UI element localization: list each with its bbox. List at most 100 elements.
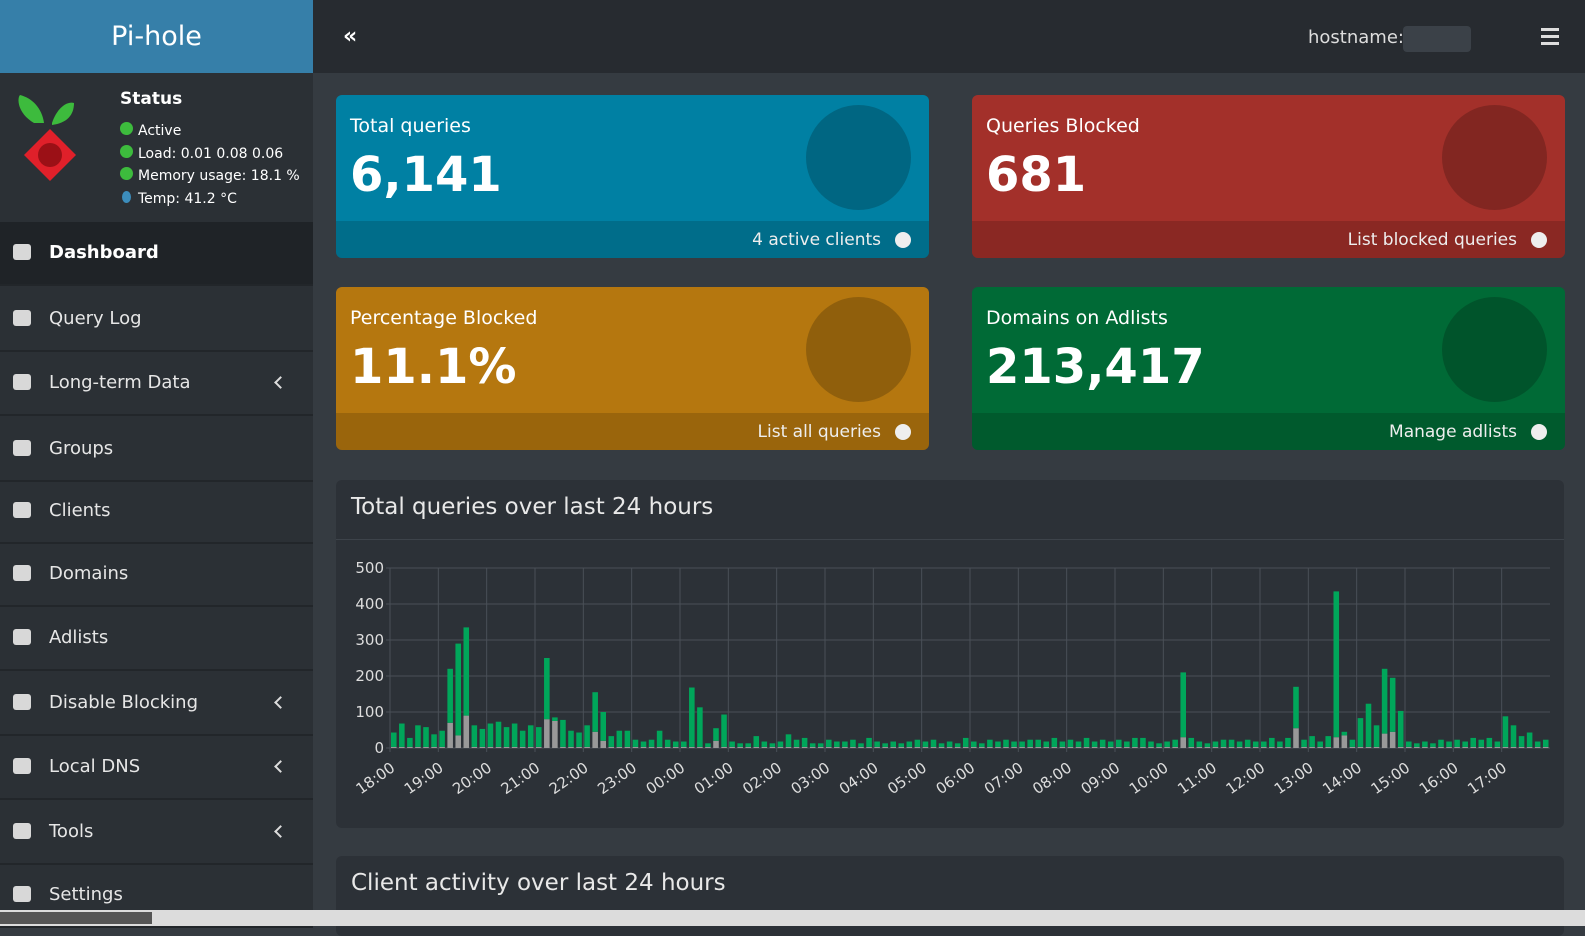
nav-item[interactable]: Groups xyxy=(0,418,313,482)
bar xyxy=(1349,739,1356,747)
bar xyxy=(922,741,929,747)
stat-card: Percentage Blocked 11.1% List all queries xyxy=(336,287,929,450)
status-text: Memory usage: 18.1 % xyxy=(138,168,300,184)
nav-item[interactable]: Disable Blocking xyxy=(0,672,313,736)
status-item: Active xyxy=(120,120,300,143)
nav-item[interactable]: Adlists xyxy=(0,607,313,671)
bar xyxy=(479,728,486,747)
bar xyxy=(971,741,977,747)
x-tick-label: 04:00 xyxy=(836,759,882,799)
bar xyxy=(415,746,421,748)
bar xyxy=(890,746,896,748)
bar xyxy=(1003,739,1009,747)
stat-card: Queries Blocked 681 List blocked queries xyxy=(972,95,1565,258)
bar xyxy=(721,714,727,747)
card-title: Total queries xyxy=(350,115,471,137)
bar xyxy=(705,746,711,748)
nav-item[interactable]: Long-term Data xyxy=(0,352,313,416)
bar xyxy=(882,746,888,748)
card-footer[interactable]: List all queries xyxy=(336,413,929,450)
bar xyxy=(1083,746,1090,748)
x-tick-label: 15:00 xyxy=(1368,759,1414,799)
chevron xyxy=(274,760,287,773)
nav-item[interactable]: Local DNS xyxy=(0,736,313,800)
bar xyxy=(1510,725,1517,747)
bar xyxy=(576,732,582,747)
nav-icon xyxy=(13,502,31,518)
bar xyxy=(640,741,647,747)
bar xyxy=(632,746,639,748)
bar xyxy=(745,746,751,748)
bar xyxy=(1107,741,1114,747)
bar xyxy=(987,746,993,748)
bar xyxy=(1277,746,1283,748)
nav-item[interactable]: Dashboard xyxy=(0,222,313,286)
bar xyxy=(511,723,518,747)
bar xyxy=(447,668,453,723)
bar xyxy=(729,746,735,748)
bar xyxy=(1502,746,1509,748)
bar xyxy=(1107,746,1114,748)
card-link[interactable]: Manage adlists xyxy=(1389,422,1517,442)
bar xyxy=(431,734,437,747)
bar xyxy=(1438,746,1444,748)
bar xyxy=(664,739,671,747)
bar xyxy=(1518,746,1525,748)
stat-card: Total queries 6,141 4 active clients xyxy=(336,95,929,258)
bar xyxy=(1486,746,1493,748)
nav-item[interactable]: Query Log xyxy=(0,288,313,352)
bar xyxy=(761,746,768,748)
card-link[interactable]: 4 active clients xyxy=(752,230,881,250)
bar xyxy=(801,737,808,747)
bar xyxy=(777,746,784,748)
card-link[interactable]: List all queries xyxy=(757,422,881,442)
bar xyxy=(1357,718,1364,747)
bar xyxy=(1228,739,1235,747)
bar xyxy=(1293,728,1299,748)
scroll-thumb[interactable] xyxy=(0,912,152,924)
bar xyxy=(1019,746,1025,748)
bar xyxy=(1430,746,1436,748)
bar xyxy=(874,746,880,748)
nav-label: Adlists xyxy=(49,627,109,648)
bar xyxy=(1148,746,1154,748)
nav-item[interactable]: Tools xyxy=(0,801,313,865)
menu-button[interactable] xyxy=(1541,28,1559,31)
scrollbar[interactable] xyxy=(0,910,1585,926)
bar xyxy=(971,746,977,748)
bar xyxy=(1470,737,1476,747)
bar xyxy=(962,746,969,748)
bar xyxy=(721,746,727,748)
bar xyxy=(1397,746,1404,748)
sidebar-toggle[interactable]: « xyxy=(343,24,358,49)
nav-icon xyxy=(13,244,31,260)
bar xyxy=(785,734,792,747)
bar xyxy=(1389,677,1396,732)
bar xyxy=(1059,746,1066,748)
card-link[interactable]: List blocked queries xyxy=(1347,230,1517,250)
bar xyxy=(689,687,695,747)
nav-item[interactable]: Clients xyxy=(0,480,313,544)
bar xyxy=(536,727,542,747)
brand[interactable]: Pi-hole xyxy=(0,0,313,73)
bar xyxy=(1478,746,1485,748)
nav-item[interactable]: Domains xyxy=(0,543,313,607)
bar xyxy=(1043,741,1050,747)
x-tick-label: 08:00 xyxy=(1029,759,1075,799)
bar xyxy=(1261,741,1267,747)
x-tick-label: 06:00 xyxy=(933,759,979,799)
bar xyxy=(745,743,751,747)
bar xyxy=(1156,743,1162,747)
card-footer[interactable]: Manage adlists xyxy=(972,413,1565,450)
bar xyxy=(503,746,510,748)
card-footer[interactable]: List blocked queries xyxy=(972,221,1565,258)
client-box: Client activity over last 24 hours xyxy=(336,856,1564,936)
chart-title: Total queries over last 24 hours xyxy=(351,494,714,520)
bar xyxy=(1172,739,1178,747)
y-tick-label: 300 xyxy=(355,631,384,649)
card-footer[interactable]: 4 active clients xyxy=(336,221,929,258)
bar xyxy=(1269,737,1275,747)
bar xyxy=(858,746,864,748)
bar xyxy=(600,740,606,748)
bar xyxy=(592,692,598,732)
